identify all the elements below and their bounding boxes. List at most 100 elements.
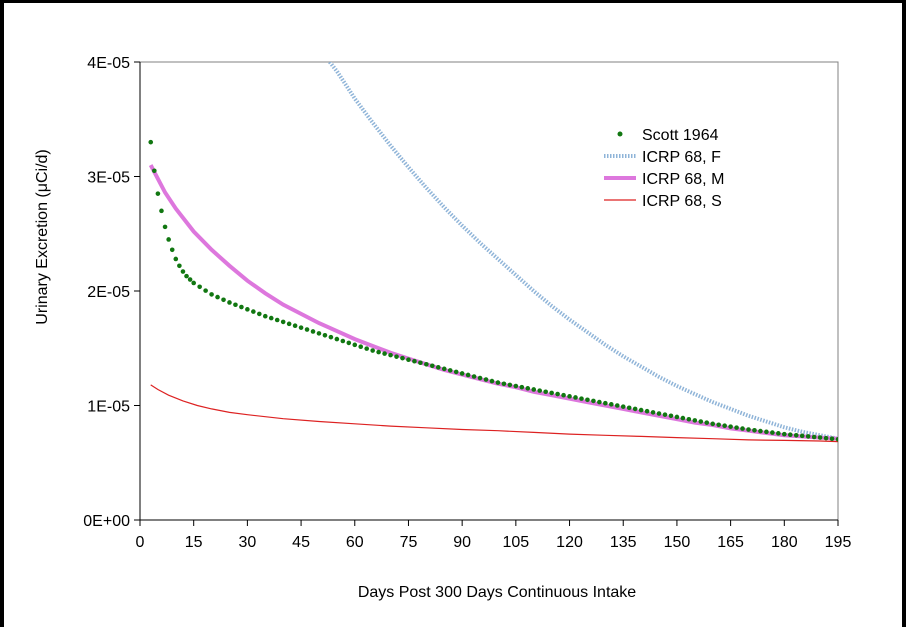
data-point xyxy=(829,436,835,442)
data-point xyxy=(740,426,745,431)
data-point xyxy=(187,277,193,282)
data-point xyxy=(597,399,602,405)
data-point xyxy=(227,300,232,305)
data-point xyxy=(650,410,656,415)
data-point xyxy=(155,191,161,196)
data-point xyxy=(758,428,763,434)
data-point xyxy=(441,366,447,372)
data-point xyxy=(177,263,182,269)
data-point xyxy=(465,372,471,378)
x-tick-label: 75 xyxy=(400,534,418,551)
x-tick-label: 120 xyxy=(556,534,583,551)
data-point xyxy=(483,377,489,382)
data-point xyxy=(166,237,171,242)
data-point xyxy=(555,391,560,397)
data-point xyxy=(304,327,310,332)
data-point xyxy=(620,404,626,409)
data-point xyxy=(626,405,632,411)
data-point xyxy=(811,434,817,440)
data-point xyxy=(280,319,286,325)
data-point xyxy=(793,432,799,438)
data-point xyxy=(197,284,202,290)
data-point xyxy=(704,420,710,425)
axes-layer: 0 15 30 45 60 75 90 105 120 135 150 165 180 195 0E+00 1… xyxy=(83,55,851,551)
series-icrp-68-s xyxy=(150,384,838,443)
legend-label: ICRP 68, S xyxy=(642,193,722,210)
x-tick-label: 90 xyxy=(453,534,471,551)
legend: Scott 1964 ICRP 68, F ICRP 68, M ICRP 68, S xyxy=(604,127,724,210)
plot-area xyxy=(139,61,839,521)
x-tick-label: 60 xyxy=(346,534,364,551)
data-point xyxy=(340,338,346,344)
data-point xyxy=(159,208,164,214)
y-axis-label: Urinary Excretion (μCi/d) xyxy=(34,149,51,324)
x-tick-label: 45 xyxy=(292,534,310,551)
data-point xyxy=(173,256,179,262)
data-point xyxy=(692,418,698,423)
x-tick-label: 150 xyxy=(664,534,691,551)
data-point xyxy=(674,414,680,420)
data-point xyxy=(328,334,334,340)
data-point xyxy=(537,388,543,393)
data-point xyxy=(608,402,614,407)
data-point xyxy=(603,400,608,406)
data-point xyxy=(274,317,280,323)
data-point xyxy=(567,394,572,399)
data-point xyxy=(531,387,537,392)
data-point xyxy=(316,331,322,336)
data-point xyxy=(585,397,590,403)
data-point xyxy=(424,361,429,367)
data-point xyxy=(716,422,721,428)
data-point xyxy=(686,416,692,422)
data-point xyxy=(215,294,220,300)
y-tick-label: 1E-05 xyxy=(87,399,130,416)
data-point xyxy=(591,398,596,404)
x-tick-label: 165 xyxy=(717,534,744,551)
data-point xyxy=(430,363,435,369)
data-point xyxy=(799,433,805,439)
data-point xyxy=(180,269,186,274)
data-point xyxy=(764,429,769,435)
data-point xyxy=(245,307,250,312)
data-point xyxy=(447,368,453,373)
data-point xyxy=(656,411,662,416)
data-point xyxy=(435,365,441,370)
data-point xyxy=(394,354,399,359)
data-point xyxy=(495,380,501,385)
x-tick-label: 15 xyxy=(185,534,203,551)
data-point xyxy=(322,332,328,338)
data-point xyxy=(400,355,405,361)
x-tick-label: 135 xyxy=(610,534,637,551)
data-point xyxy=(191,280,196,286)
data-point xyxy=(364,346,370,351)
data-point xyxy=(728,424,733,429)
data-point xyxy=(152,168,157,174)
data-point xyxy=(251,309,256,314)
data-point xyxy=(668,413,674,419)
data-point xyxy=(632,406,638,412)
data-point xyxy=(221,297,226,303)
data-point xyxy=(257,311,262,317)
data-point xyxy=(268,315,274,321)
plot-border xyxy=(139,61,839,521)
data-point xyxy=(817,435,823,440)
data-point xyxy=(453,369,459,375)
data-point xyxy=(298,325,304,330)
legend-marker-scott xyxy=(617,131,623,137)
data-point xyxy=(310,329,316,334)
x-tick-label: 180 xyxy=(771,534,798,551)
data-point xyxy=(233,302,238,308)
data-point xyxy=(489,378,495,384)
data-point xyxy=(203,288,208,293)
data-point xyxy=(388,352,393,358)
data-point xyxy=(752,428,757,433)
data-point xyxy=(549,390,554,396)
data-point xyxy=(358,344,364,350)
data-point xyxy=(787,432,793,437)
data-point xyxy=(525,386,531,391)
data-point xyxy=(346,340,352,346)
legend-label: Scott 1964 xyxy=(642,127,719,144)
data-point xyxy=(614,403,620,408)
data-point xyxy=(680,415,686,421)
